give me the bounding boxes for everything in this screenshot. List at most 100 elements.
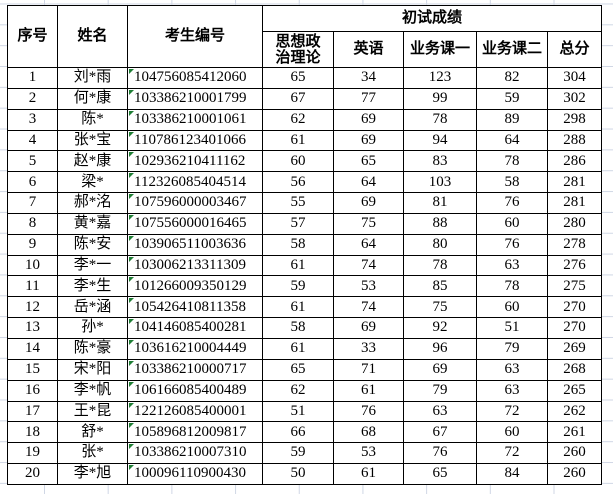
- cell-english-score[interactable]: 77: [333, 87, 404, 110]
- cell-total-score[interactable]: 286: [547, 150, 602, 173]
- cell-major2-score[interactable]: 76: [476, 233, 548, 256]
- cell-major2-score[interactable]: 76: [476, 192, 548, 214]
- cell-english-score[interactable]: 74: [333, 296, 404, 319]
- cell-major1-score[interactable]: 75: [403, 296, 477, 319]
- cell-name[interactable]: 刘*雨: [57, 67, 128, 89]
- cell-total-score[interactable]: 278: [547, 233, 602, 256]
- cell-name[interactable]: 陈*豪: [57, 337, 128, 360]
- cell-english-score[interactable]: 61: [333, 463, 404, 485]
- cell-major1-score[interactable]: 85: [403, 275, 477, 298]
- cell-major2-score[interactable]: 60: [476, 296, 548, 319]
- cell-major2-score[interactable]: 72: [476, 442, 548, 465]
- cell-serial[interactable]: 20: [7, 463, 58, 485]
- cell-serial[interactable]: 11: [7, 275, 58, 298]
- cell-politics-score[interactable]: 55: [262, 192, 334, 214]
- cell-english-score[interactable]: 61: [333, 379, 404, 402]
- cell-serial[interactable]: 5: [7, 150, 58, 173]
- cell-english-score[interactable]: 74: [333, 254, 404, 277]
- cell-politics-score[interactable]: 58: [262, 233, 334, 256]
- cell-politics-score[interactable]: 67: [262, 87, 334, 110]
- cell-major1-score[interactable]: 81: [403, 192, 477, 214]
- cell-serial[interactable]: 16: [7, 379, 58, 402]
- cell-total-score[interactable]: 270: [547, 317, 602, 339]
- cell-politics-score[interactable]: 58: [262, 317, 334, 339]
- cell-politics-score[interactable]: 51: [262, 400, 334, 423]
- cell-major2-score[interactable]: 63: [476, 358, 548, 381]
- cell-politics-score[interactable]: 61: [262, 296, 334, 319]
- cell-major1-score[interactable]: 103: [403, 171, 477, 194]
- cell-major2-score[interactable]: 78: [476, 275, 548, 298]
- cell-candidate-id[interactable]: 103616210004449: [127, 337, 263, 360]
- cell-name[interactable]: 何*康: [57, 87, 128, 110]
- cell-english-score[interactable]: 69: [333, 129, 404, 152]
- cell-total-score[interactable]: 270: [547, 296, 602, 319]
- cell-major2-score[interactable]: 60: [476, 421, 548, 444]
- cell-major2-score[interactable]: 89: [476, 108, 548, 131]
- cell-politics-score[interactable]: 66: [262, 421, 334, 444]
- cell-politics-score[interactable]: 62: [262, 108, 334, 131]
- cell-candidate-id[interactable]: 122126085400001: [127, 400, 263, 423]
- cell-major1-score[interactable]: 96: [403, 337, 477, 360]
- header-serial[interactable]: 序号: [7, 5, 58, 68]
- cell-candidate-id[interactable]: 101266009350129: [127, 275, 263, 298]
- cell-major1-score[interactable]: 76: [403, 442, 477, 465]
- cell-serial[interactable]: 8: [7, 212, 58, 235]
- cell-total-score[interactable]: 280: [547, 212, 602, 235]
- cell-major1-score[interactable]: 92: [403, 317, 477, 339]
- cell-total-score[interactable]: 260: [547, 442, 602, 465]
- cell-politics-score[interactable]: 61: [262, 337, 334, 360]
- cell-total-score[interactable]: 269: [547, 337, 602, 360]
- cell-serial[interactable]: 15: [7, 358, 58, 381]
- cell-major2-score[interactable]: 63: [476, 254, 548, 277]
- cell-candidate-id[interactable]: 103386210001061: [127, 108, 263, 131]
- cell-candidate-id[interactable]: 103386210001799: [127, 87, 263, 110]
- cell-name[interactable]: 王*昆: [57, 400, 128, 423]
- cell-name[interactable]: 黄*嘉: [57, 212, 128, 235]
- cell-politics-score[interactable]: 61: [262, 129, 334, 152]
- cell-serial[interactable]: 1: [7, 67, 58, 89]
- header-major-course-1[interactable]: 业务课一: [403, 31, 477, 68]
- cell-major2-score[interactable]: 59: [476, 87, 548, 110]
- cell-serial[interactable]: 19: [7, 442, 58, 465]
- cell-total-score[interactable]: 260: [547, 463, 602, 485]
- cell-name[interactable]: 李*旭: [57, 463, 128, 485]
- cell-politics-score[interactable]: 62: [262, 379, 334, 402]
- cell-major1-score[interactable]: 83: [403, 150, 477, 173]
- cell-major1-score[interactable]: 88: [403, 212, 477, 235]
- cell-name[interactable]: 李*帆: [57, 379, 128, 402]
- header-english[interactable]: 英语: [333, 31, 404, 68]
- cell-serial[interactable]: 13: [7, 317, 58, 339]
- cell-major2-score[interactable]: 79: [476, 337, 548, 360]
- cell-total-score[interactable]: 302: [547, 87, 602, 110]
- cell-candidate-id[interactable]: 110786123401066: [127, 129, 263, 152]
- cell-politics-score[interactable]: 65: [262, 67, 334, 89]
- cell-major2-score[interactable]: 63: [476, 379, 548, 402]
- cell-name[interactable]: 赵*康: [57, 150, 128, 173]
- cell-candidate-id[interactable]: 104756085412060: [127, 67, 263, 89]
- cell-major1-score[interactable]: 94: [403, 129, 477, 152]
- cell-serial[interactable]: 14: [7, 337, 58, 360]
- cell-major1-score[interactable]: 63: [403, 400, 477, 423]
- cell-politics-score[interactable]: 65: [262, 358, 334, 381]
- cell-english-score[interactable]: 68: [333, 421, 404, 444]
- cell-candidate-id[interactable]: 103006213311309: [127, 254, 263, 277]
- cell-candidate-id[interactable]: 100096110900430: [127, 463, 263, 485]
- cell-total-score[interactable]: 281: [547, 171, 602, 194]
- cell-english-score[interactable]: 75: [333, 212, 404, 235]
- cell-major2-score[interactable]: 51: [476, 317, 548, 339]
- cell-total-score[interactable]: 261: [547, 421, 602, 444]
- cell-name[interactable]: 李*一: [57, 254, 128, 277]
- cell-major1-score[interactable]: 69: [403, 358, 477, 381]
- cell-english-score[interactable]: 65: [333, 150, 404, 173]
- cell-serial[interactable]: 18: [7, 421, 58, 444]
- cell-total-score[interactable]: 304: [547, 67, 602, 89]
- cell-candidate-id[interactable]: 112326085404514: [127, 171, 263, 194]
- cell-politics-score[interactable]: 56: [262, 171, 334, 194]
- cell-english-score[interactable]: 69: [333, 108, 404, 131]
- header-name[interactable]: 姓名: [57, 5, 128, 68]
- cell-name[interactable]: 陈*: [57, 108, 128, 131]
- cell-serial[interactable]: 10: [7, 254, 58, 277]
- cell-name[interactable]: 李*生: [57, 275, 128, 298]
- cell-major2-score[interactable]: 60: [476, 212, 548, 235]
- cell-candidate-id[interactable]: 106166085400489: [127, 379, 263, 402]
